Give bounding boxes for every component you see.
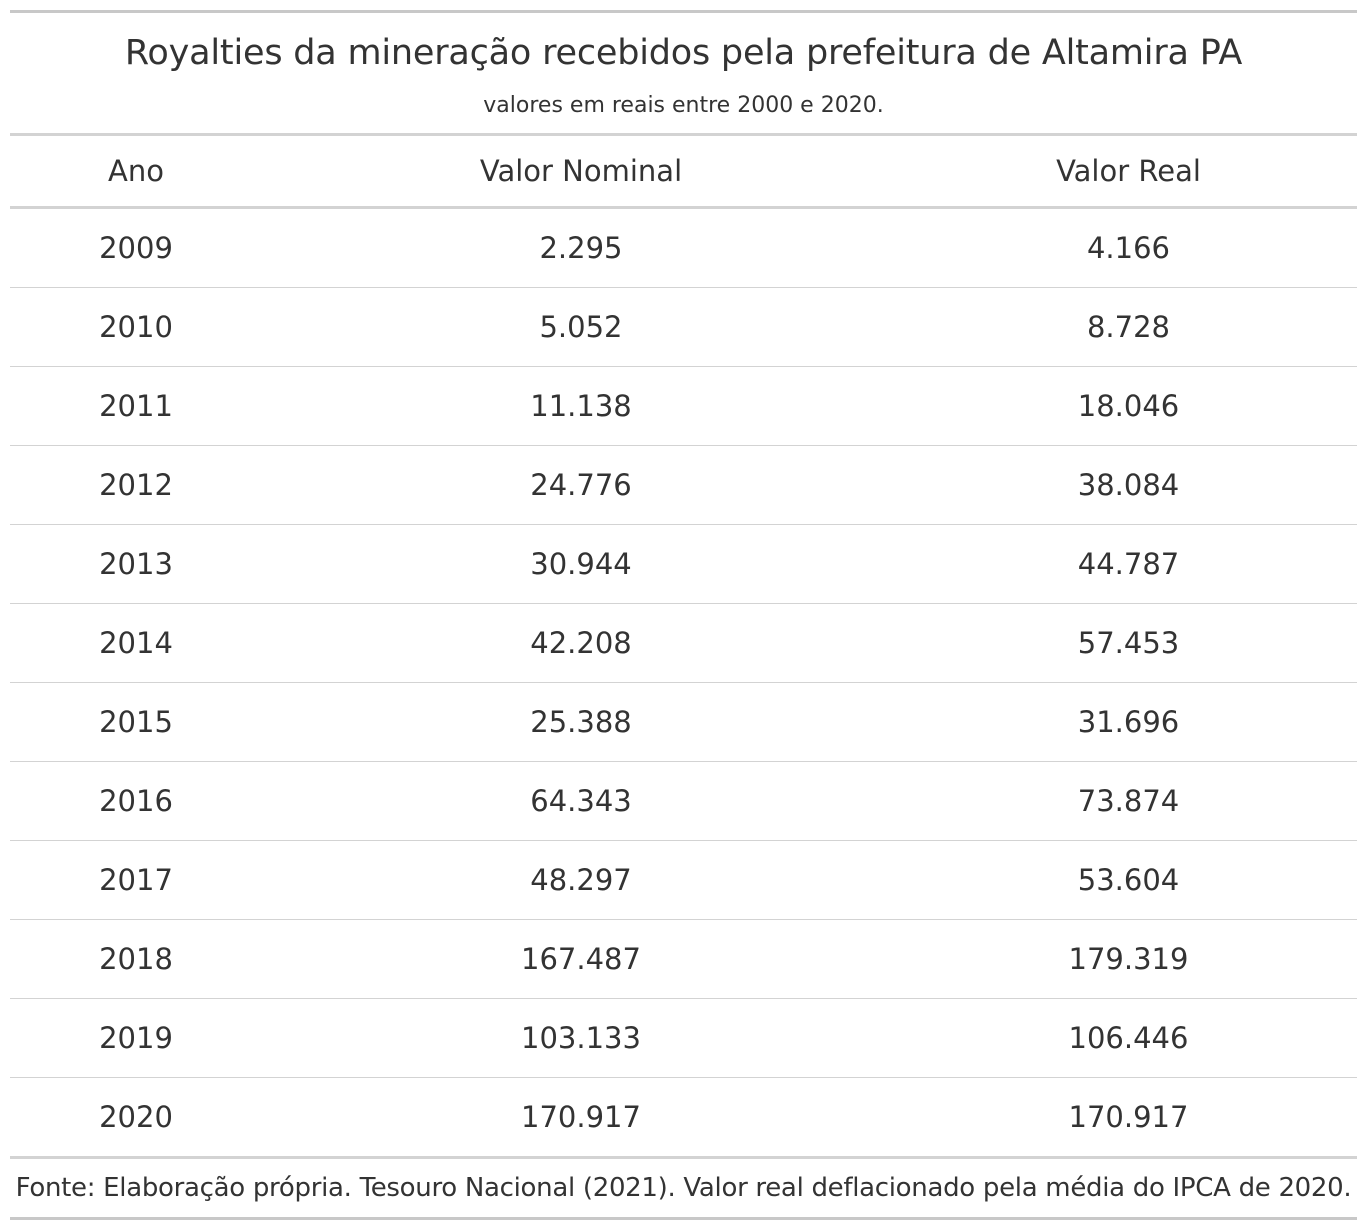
table-subtitle: valores em reais entre 2000 e 2020.	[483, 93, 884, 118]
cell-valor-nominal: 64.343	[530, 784, 632, 818]
column-header-row: Ano Valor Nominal Valor Real	[10, 136, 1357, 209]
cell-ano: 2010	[99, 310, 173, 344]
cell-valor-real: 106.446	[1068, 1021, 1189, 1055]
cell-valor-real: 31.696	[1077, 705, 1180, 739]
cell-valor-real: 44.787	[1077, 547, 1180, 581]
cell-valor-real: 4.166	[1086, 231, 1171, 265]
cell-ano: 2011	[99, 389, 173, 423]
cell-valor-nominal: 30.944	[530, 547, 632, 581]
table-row: 2018 167.487 179.319	[10, 920, 1357, 999]
table-body: 2009 2.295 4.166 2010 5.052 8.728 2011 11.138 18…	[10, 209, 1357, 1159]
table-row: 2019 103.133 106.446	[10, 999, 1357, 1078]
table-row: 2010 5.052 8.728	[10, 288, 1357, 367]
cell-valor-nominal: 167.487	[521, 942, 641, 976]
cell-ano: 2018	[99, 942, 173, 976]
cell-ano: 2019	[99, 1021, 173, 1055]
cell-ano: 2014	[99, 626, 173, 660]
cell-valor-real: 18.046	[1077, 389, 1180, 423]
cell-valor-real: 38.084	[1077, 468, 1180, 502]
cell-valor-nominal: 103.133	[521, 1021, 641, 1055]
cell-ano: 2013	[99, 547, 173, 581]
cell-valor-nominal: 25.388	[530, 705, 632, 739]
royalties-table: Royalties da mineração recebidos pela pr…	[10, 10, 1357, 1220]
cell-valor-real: 179.319	[1068, 942, 1189, 976]
cell-valor-nominal: 24.776	[530, 468, 632, 502]
cell-valor-nominal: 5.052	[539, 310, 623, 344]
cell-valor-nominal: 42.208	[530, 626, 632, 660]
cell-ano: 2012	[99, 468, 173, 502]
cell-ano: 2009	[99, 231, 173, 265]
table-row: 2014 42.208 57.453	[10, 604, 1357, 683]
bottom-rule	[10, 1217, 1357, 1220]
table-row: 2013 30.944 44.787	[10, 525, 1357, 604]
column-header-valor-nominal: Valor Nominal	[479, 154, 683, 188]
table-row: 2016 64.343 73.874	[10, 762, 1357, 841]
table-heading: Royalties da mineração recebidos pela pr…	[10, 13, 1357, 136]
column-header-valor-real: Valor Real	[1056, 154, 1201, 188]
cell-valor-nominal: 170.917	[521, 1100, 641, 1134]
cell-valor-nominal: 2.295	[539, 231, 623, 265]
table-row: 2015 25.388 31.696	[10, 683, 1357, 762]
cell-valor-real: 8.728	[1086, 310, 1171, 344]
table-row: 2020 170.917 170.917	[10, 1078, 1357, 1159]
top-rule	[10, 10, 1357, 13]
table-row: 2011 11.138 18.046	[10, 367, 1357, 446]
table-row: 2009 2.295 4.166	[10, 209, 1357, 288]
cell-ano: 2017	[99, 863, 173, 897]
cell-valor-nominal: 11.138	[530, 389, 632, 423]
cell-valor-nominal: 48.297	[530, 863, 632, 897]
cell-valor-real: 170.917	[1068, 1100, 1189, 1134]
table-title: Royalties da mineração recebidos pela pr…	[124, 33, 1243, 73]
cell-ano: 2016	[99, 784, 173, 818]
source-note: Fonte: Elaboração própria. Tesouro Nacio…	[15, 1173, 1352, 1203]
cell-ano: 2015	[99, 705, 173, 739]
cell-valor-real: 53.604	[1077, 863, 1180, 897]
cell-valor-real: 57.453	[1077, 626, 1180, 660]
table-row: 2012 24.776 38.084	[10, 446, 1357, 525]
cell-valor-real: 73.874	[1077, 784, 1180, 818]
cell-ano: 2020	[99, 1100, 173, 1134]
column-header-ano: Ano	[108, 154, 164, 188]
table-row: 2017 48.297 53.604	[10, 841, 1357, 920]
